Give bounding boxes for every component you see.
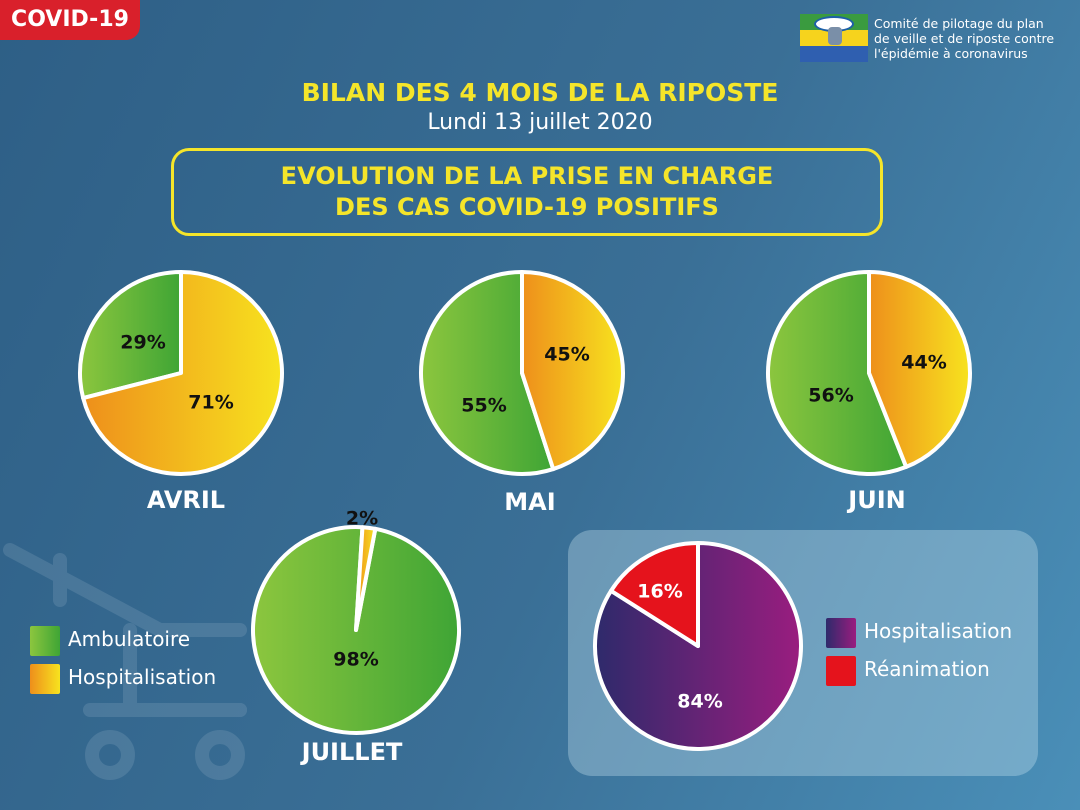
legend-swatch: [30, 664, 60, 694]
legend-label: Ambulatoire: [68, 627, 191, 651]
pie-value-label: 84%: [677, 691, 722, 713]
pie-value-label: 45%: [544, 344, 589, 366]
hospital-bed-icon: [3, 543, 247, 780]
legend-label: Hospitalisation: [864, 619, 1013, 643]
legend-swatch: [30, 626, 60, 656]
page-title: BILAN DES 4 MOIS DE LA RIPOSTE: [301, 78, 779, 107]
pie-value-label: 2%: [346, 508, 378, 530]
pie-slice-ambulatoire: [766, 270, 909, 476]
pie-slice-hospitalisation: [867, 270, 972, 469]
section-title: EVOLUTION DE LA PRISE EN CHARGE DES CAS …: [280, 162, 774, 221]
pie-slice-hospitalisation: [354, 525, 378, 632]
pie-slice-hospitalisation: [593, 541, 803, 751]
legend-label: Réanimation: [864, 657, 990, 681]
covid-badge: COVID-19: [0, 0, 140, 40]
org-name: Comité de pilotage du plan de veille et …: [874, 16, 1055, 61]
gabon-flag-icon: [800, 14, 868, 62]
pie-value-label: 29%: [120, 332, 165, 354]
org-logo-block: Comité de pilotage du plan de veille et …: [800, 14, 1070, 66]
pie-value-label: 71%: [188, 392, 233, 414]
month-label-juillet: JUILLET: [301, 738, 403, 766]
page-date: Lundi 13 juillet 2020: [427, 110, 653, 135]
month-label-mai: MAI: [504, 488, 556, 516]
month-label-avril: AVRIL: [146, 486, 226, 514]
section-title-frame: EVOLUTION DE LA PRISE EN CHARGE DES CAS …: [171, 148, 883, 236]
month-label-juin: JUIN: [848, 486, 906, 514]
pie-value-label: 56%: [808, 385, 853, 407]
pie-slice-hospitalisation: [520, 270, 625, 472]
pie-value-label: 44%: [901, 352, 946, 374]
pie-slice-ranimation: [609, 541, 700, 648]
pie-value-label: 98%: [333, 649, 378, 671]
pie-value-label: 55%: [461, 395, 506, 417]
pie-slice-ambulatoire: [78, 270, 183, 401]
legend-swatch: [826, 618, 856, 648]
legend-swatch: [826, 656, 856, 686]
seal-icon: [814, 16, 854, 45]
legend-label: Hospitalisation: [68, 665, 217, 689]
pie-slice-hospitalisation: [81, 270, 284, 476]
pie-value-label: 16%: [637, 581, 682, 603]
